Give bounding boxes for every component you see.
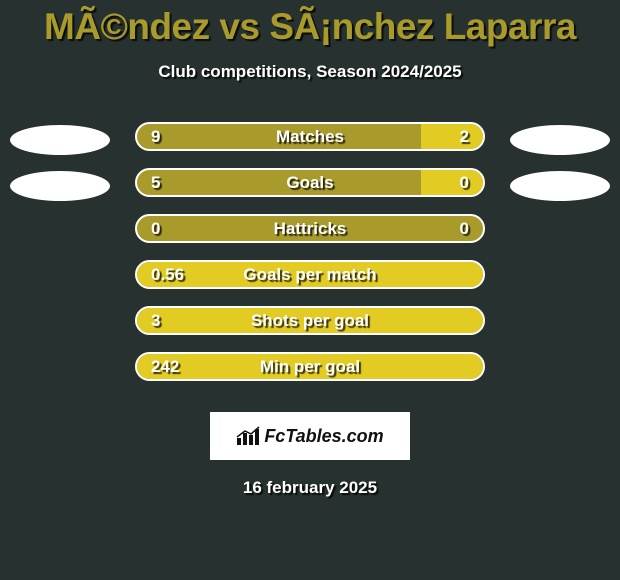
stat-value-left: 242 — [151, 357, 179, 377]
stat-bar: Matches9 2 — [135, 122, 485, 151]
logo-text: FcTables.com — [264, 426, 383, 447]
player-left-ellipse — [10, 171, 110, 201]
footer-date: 16 february 2025 — [0, 478, 620, 498]
stat-label: Goals per match — [137, 265, 483, 285]
stat-bar: Shots per goal3 — [135, 306, 485, 335]
stat-bar: Goals per match0.56 — [135, 260, 485, 289]
stat-bar: Goals5 0 — [135, 168, 485, 197]
player-right-ellipse — [510, 125, 610, 155]
player-right-ellipse — [510, 171, 610, 201]
subtitle: Club competitions, Season 2024/2025 — [0, 62, 620, 82]
stat-label: Matches — [137, 127, 483, 147]
stat-bar: Hattricks0 0 — [135, 214, 485, 243]
stat-row: Goals per match0.56 — [0, 260, 620, 306]
stat-label: Hattricks — [137, 219, 483, 239]
stat-value-left: 0 — [151, 219, 160, 239]
logo-chart-icon — [236, 426, 260, 446]
stat-label: Min per goal — [137, 357, 483, 377]
stat-value-left: 5 — [151, 173, 160, 193]
stat-row: Matches9 2 — [0, 122, 620, 168]
stat-value-left: 0.56 — [151, 265, 184, 285]
stat-value-right: 0 — [460, 219, 469, 239]
stat-row: Hattricks0 0 — [0, 214, 620, 260]
stat-value-right: 2 — [460, 127, 469, 147]
stat-row: Shots per goal3 — [0, 306, 620, 352]
page-title: MÃ©ndez vs SÃ¡nchez Laparra — [0, 0, 620, 48]
stat-value-left: 3 — [151, 311, 160, 331]
stat-bar: Min per goal242 — [135, 352, 485, 381]
logo-box: FcTables.com — [210, 412, 410, 460]
stat-row: Min per goal242 — [0, 352, 620, 398]
stat-value-right: 0 — [460, 173, 469, 193]
stats-container: Matches92Goals50Hattricks00Goals per mat… — [0, 122, 620, 398]
title-text: MÃ©ndez vs SÃ¡nchez Laparra — [44, 6, 576, 47]
stat-row: Goals5 0 — [0, 168, 620, 214]
stat-value-left: 9 — [151, 127, 160, 147]
stat-label: Goals — [137, 173, 483, 193]
stat-label: Shots per goal — [137, 311, 483, 331]
player-left-ellipse — [10, 125, 110, 155]
